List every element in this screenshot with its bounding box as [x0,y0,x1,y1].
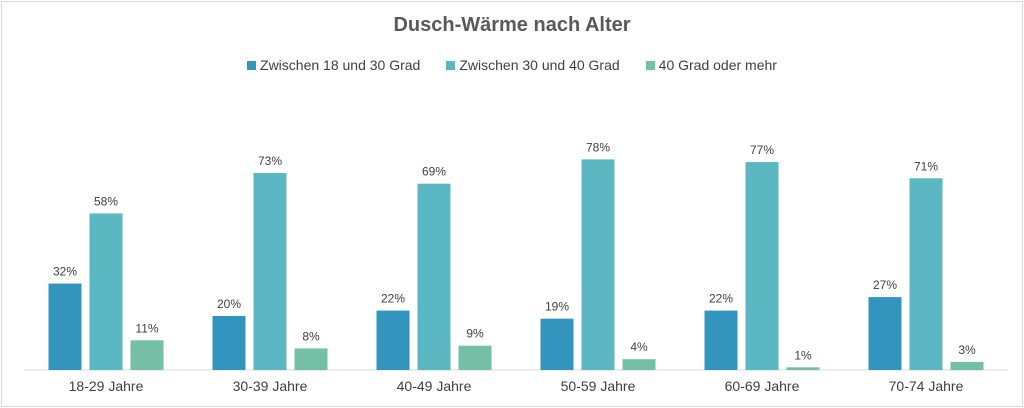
x-tick-label-4: 60-69 Jahre [725,378,800,394]
legend-swatch-series-1 [446,60,456,70]
legend-label-series-1: Zwischen 30 und 40 Grad [459,57,620,73]
data-label-0-2: 11% [135,321,158,335]
bar-1-2 [294,348,328,370]
bar-5-2 [950,361,984,370]
bar-5-1 [909,178,943,370]
x-tick-label-1: 30-39 Jahre [233,378,308,394]
legend-label-series-0: Zwischen 18 und 30 Grad [260,57,421,73]
legend-item-series-2: 40 Grad oder mehr [645,57,777,73]
bar-5-0 [868,297,902,370]
bar-3-0 [540,318,574,370]
x-tick-label-5: 70-74 Jahre [889,378,964,394]
data-label-3-2: 4% [630,340,648,354]
bar-1-1 [253,172,287,370]
bar-1-0 [212,316,246,370]
legend-item-series-1: Zwischen 30 und 40 Grad [446,57,620,73]
bar-2-1 [417,183,451,370]
bar-0-1 [89,213,123,370]
data-label-2-0: 22% [381,292,405,306]
bar-2-0 [376,310,410,370]
x-tick-label-2: 40-49 Jahre [397,378,472,394]
bar-2-2 [458,345,492,370]
data-label-5-1: 71% [914,159,938,173]
bar-0-2 [130,340,164,370]
chart-legend: Zwischen 18 und 30 Grad Zwischen 30 und … [0,57,1024,73]
data-label-1-0: 20% [217,297,241,311]
legend-swatch-series-0 [247,60,257,70]
data-label-3-1: 78% [586,140,610,154]
data-label-1-2: 8% [302,329,320,343]
legend-swatch-series-2 [645,60,655,70]
bar-4-0 [704,310,738,370]
data-label-5-2: 3% [958,343,976,357]
data-label-3-0: 19% [545,300,569,314]
data-label-0-0: 32% [53,265,77,279]
x-tick-label-0: 18-29 Jahre [69,378,144,394]
data-label-4-2: 1% [794,348,812,362]
data-label-4-1: 77% [750,143,774,157]
chart-title: Dusch-Wärme nach Alter [393,14,631,36]
data-label-4-0: 22% [709,292,733,306]
x-tick-label-3: 50-59 Jahre [561,378,636,394]
data-label-1-1: 73% [258,154,282,168]
data-label-2-1: 69% [422,165,446,179]
legend-label-series-2: 40 Grad oder mehr [658,57,777,73]
bar-0-0 [48,283,82,370]
data-label-2-2: 9% [466,327,484,341]
bar-4-1 [745,162,779,370]
data-label-0-1: 58% [94,194,118,208]
data-label-5-0: 27% [873,278,897,292]
bar-3-2 [622,359,656,370]
bar-3-1 [581,159,615,370]
bar-4-2 [786,367,820,370]
legend-item-series-0: Zwischen 18 und 30 Grad [247,57,420,73]
